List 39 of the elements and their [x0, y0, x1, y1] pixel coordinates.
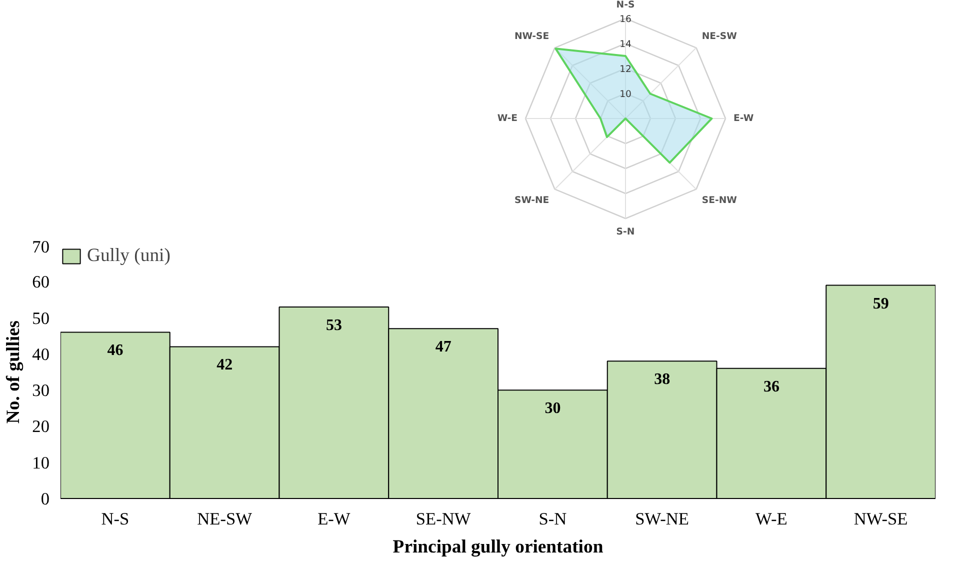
spoke-label: SW-NE: [514, 194, 550, 206]
y-tick-label: 16: [620, 14, 632, 25]
spoke-label: NE-SW: [702, 31, 737, 42]
spoke-label: W-E: [497, 113, 518, 124]
x-axis-title: Principal gully orientation: [392, 536, 604, 558]
y-tick-label: 14: [620, 39, 632, 50]
spoke-label: SE-NW: [702, 194, 737, 206]
x-tick-label: W-E: [756, 510, 788, 528]
x-tick-label: NE-SW: [197, 510, 253, 528]
data-label: 30: [544, 400, 561, 418]
y-tick-label: 50: [32, 308, 50, 328]
y-tick-label: 12: [620, 64, 632, 75]
x-tick-label: N-S: [101, 510, 130, 528]
spoke-label: NW-SE: [514, 31, 550, 42]
data-label: 36: [763, 378, 780, 396]
y-tick-label: 40: [32, 344, 50, 364]
data-label: 53: [326, 316, 342, 334]
x-tick-label: SE-NW: [416, 510, 472, 528]
x-tick-label: E-W: [318, 510, 351, 528]
spoke-label: E-W: [734, 113, 754, 124]
x-tick-label: NW-SE: [854, 510, 908, 528]
data-label: 38: [654, 371, 670, 388]
y-tick-label: 0: [40, 490, 50, 508]
data-label: 42: [216, 356, 233, 374]
data-label: 46: [107, 342, 124, 360]
spoke-label: S-N: [616, 226, 635, 238]
data-label: 47: [435, 338, 452, 356]
y-tick-label: 10: [620, 89, 632, 100]
spoke-label: N-S: [616, 0, 635, 10]
y-tick-label: 10: [32, 453, 50, 472]
data-label: 59: [872, 295, 889, 312]
y-tick-label: 60: [32, 272, 50, 292]
x-tick-label: S-N: [538, 510, 568, 528]
y-tick-label: 70: [32, 238, 50, 256]
legend-label: Gully (uni): [87, 245, 170, 267]
x-tick-label: SW-NE: [635, 510, 690, 528]
y-tick-label: 20: [32, 417, 50, 436]
y-axis-title: No. of gullies: [3, 320, 24, 424]
y-tick-label: 30: [32, 381, 50, 400]
